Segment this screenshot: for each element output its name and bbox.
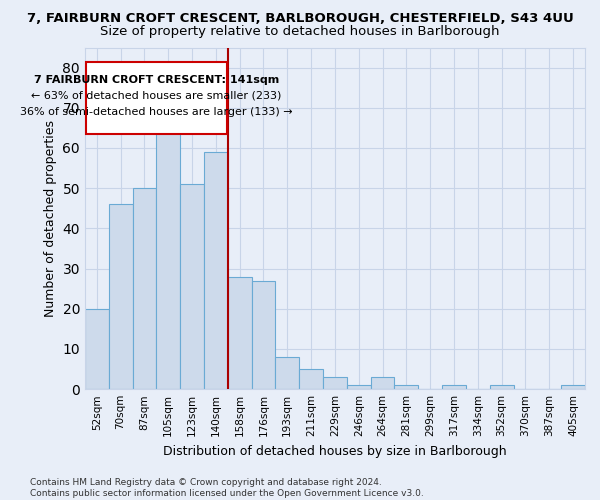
Bar [347,385,371,389]
X-axis label: Distribution of detached houses by size in Barlborough: Distribution of detached houses by size … [163,444,507,458]
FancyBboxPatch shape [86,62,227,134]
Text: 36% of semi-detached houses are larger (133) →: 36% of semi-detached houses are larger (… [20,107,293,117]
Bar [133,188,157,389]
Bar [109,204,133,389]
Bar [180,184,204,389]
Text: Contains HM Land Registry data © Crown copyright and database right 2024.
Contai: Contains HM Land Registry data © Crown c… [30,478,424,498]
Bar [561,385,585,389]
Bar [394,385,418,389]
Bar [204,152,228,389]
Bar [442,385,466,389]
Bar [490,385,514,389]
Bar [157,124,180,389]
Bar [275,357,299,389]
Y-axis label: Number of detached properties: Number of detached properties [44,120,57,317]
Bar [251,280,275,389]
Bar [228,276,251,389]
Text: 7, FAIRBURN CROFT CRESCENT, BARLBOROUGH, CHESTERFIELD, S43 4UU: 7, FAIRBURN CROFT CRESCENT, BARLBOROUGH,… [26,12,574,26]
Bar [323,377,347,389]
Text: ← 63% of detached houses are smaller (233): ← 63% of detached houses are smaller (23… [31,90,281,101]
Text: Size of property relative to detached houses in Barlborough: Size of property relative to detached ho… [100,25,500,38]
Bar [371,377,394,389]
Bar [299,369,323,389]
Bar [85,309,109,389]
Text: 7 FAIRBURN CROFT CRESCENT: 141sqm: 7 FAIRBURN CROFT CRESCENT: 141sqm [34,74,279,85]
